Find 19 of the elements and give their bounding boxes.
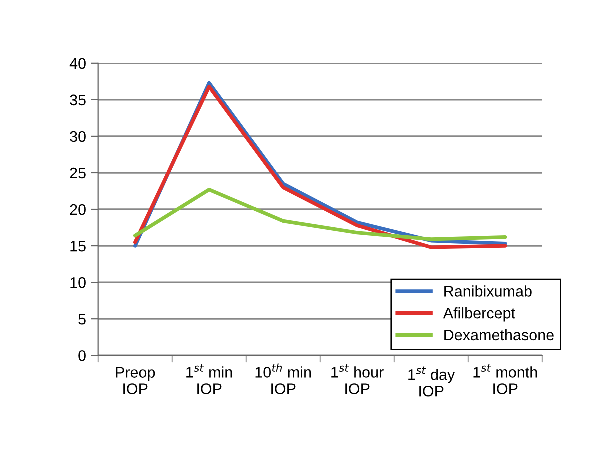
y-tick-label: 10 xyxy=(70,277,86,288)
y-tick-label: 25 xyxy=(70,168,86,179)
y-tick-label: 0 xyxy=(78,350,86,362)
legend-label: Ranibixumab xyxy=(444,286,532,297)
x-tick-label: 1$^{st}$ day IOP xyxy=(408,366,456,397)
x-tick-label: Preop IOP xyxy=(116,367,156,394)
x-tick-label: 1$^{st}$ min IOP xyxy=(186,364,232,394)
x-tick-label: 1$^{st}$ hour IOP xyxy=(332,364,384,394)
y-tick-label: 5 xyxy=(78,314,86,325)
y-tick-label: 35 xyxy=(70,94,86,106)
legend-label: Afilbercept xyxy=(443,308,516,322)
line-series xyxy=(134,188,508,242)
x-tick-label: 1$^{st}$ month IOP xyxy=(474,364,538,394)
y-tick-label: 15 xyxy=(70,241,86,252)
y-tick-label: 20 xyxy=(70,204,86,216)
y-tick-label: 30 xyxy=(70,131,86,142)
legend-label: Dexamethasone xyxy=(444,329,554,341)
y-tick-label: 40 xyxy=(70,58,86,70)
x-tick-label: 10$^{th}$ min IOP xyxy=(256,364,312,394)
